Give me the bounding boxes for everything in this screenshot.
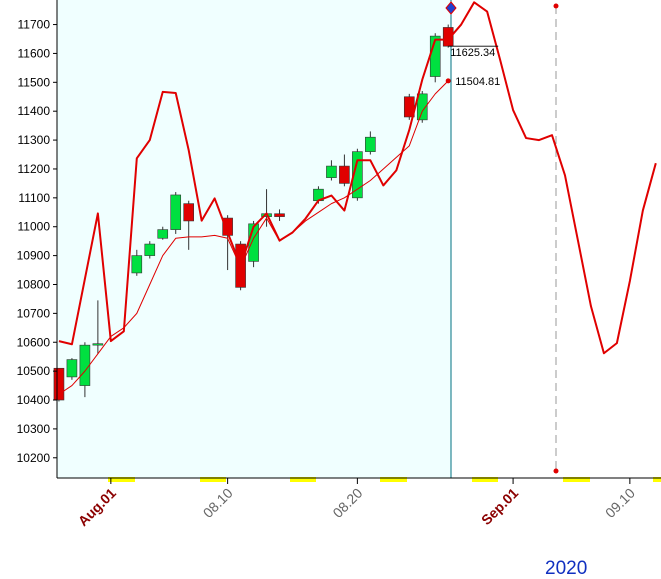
candle-body <box>339 165 350 184</box>
candle-body <box>416 93 428 121</box>
x-tick-label: 09.10 <box>602 485 638 521</box>
x-tick-label: 08.10 <box>200 485 236 521</box>
annotation: 11625.34 <box>450 47 495 59</box>
y-tick-label: 11400 <box>18 104 51 118</box>
line-series <box>58 1 657 355</box>
y-tick-label: 11100 <box>18 191 50 205</box>
candle-body <box>92 343 104 346</box>
y-tick-label: 10300 <box>17 422 51 436</box>
candle-body <box>79 344 91 386</box>
y-tick-label: 10400 <box>17 393 51 407</box>
candle-body <box>352 151 363 199</box>
candle-body <box>66 359 78 378</box>
x-tick-label: 08.20 <box>329 485 365 521</box>
candle-body <box>326 165 337 178</box>
candle-body <box>183 203 194 222</box>
y-tick-label: 11700 <box>18 18 51 32</box>
y-tick-label: 10500 <box>17 364 51 378</box>
y-tick-label: 10700 <box>17 306 51 320</box>
y-tick-label: 10600 <box>17 335 51 349</box>
y-tick-label: 11000 <box>18 220 51 234</box>
forecast-dot <box>553 468 559 474</box>
y-tick-label: 11300 <box>18 133 51 147</box>
line-series <box>58 80 449 395</box>
x-tick-label: Sep.01 <box>478 485 521 528</box>
y-tick-label: 11500 <box>18 75 51 89</box>
y-tick-label: 10200 <box>17 451 51 465</box>
candle-body <box>144 243 156 256</box>
candle-body <box>365 136 376 152</box>
candle-body <box>131 255 143 274</box>
weekend-markers <box>108 477 661 482</box>
y-tick-label: 11600 <box>18 46 51 60</box>
candle-body <box>274 213 285 217</box>
marker-diamond <box>445 1 457 15</box>
y-tick-label: 10900 <box>17 249 51 263</box>
annotation-dot <box>445 78 451 84</box>
candle-body <box>53 367 65 401</box>
y-tick-label: 11200 <box>18 162 51 176</box>
candle-body <box>222 217 233 236</box>
x-tick-label: Aug.01 <box>75 485 119 529</box>
forecast-dot <box>553 3 559 9</box>
y-tick-label: 10800 <box>17 277 51 291</box>
candle-body <box>157 229 169 239</box>
annotation: 11504.81 <box>455 76 500 88</box>
candle-body <box>170 194 182 230</box>
year-label: 2020 <box>545 558 587 579</box>
